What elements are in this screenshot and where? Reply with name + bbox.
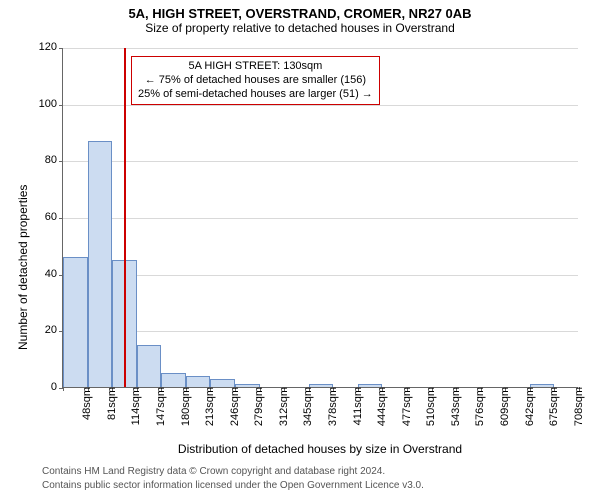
xtick-label: 48sqm xyxy=(79,387,93,420)
y-axis-title: Number of detached properties xyxy=(16,185,30,350)
xtick-mark xyxy=(63,387,64,391)
ytick-label: 120 xyxy=(39,41,63,53)
xtick-label: 543sqm xyxy=(448,387,462,426)
xtick-label: 411sqm xyxy=(350,387,364,425)
xtick-label: 642sqm xyxy=(522,387,536,426)
xtick-label: 279sqm xyxy=(251,387,265,426)
footer-line-1: Contains HM Land Registry data © Crown c… xyxy=(42,466,385,477)
histogram-bar xyxy=(88,141,113,388)
xtick-label: 345sqm xyxy=(300,387,314,426)
gridline xyxy=(63,161,578,162)
xtick-label: 675sqm xyxy=(546,387,560,426)
ytick-label: 60 xyxy=(45,211,63,223)
xtick-label: 213sqm xyxy=(202,387,216,426)
ytick-label: 0 xyxy=(51,381,63,393)
ytick-label: 20 xyxy=(45,324,63,336)
annotation-line: 5A HIGH STREET: 130sqm xyxy=(138,60,373,74)
chart-subtitle: Size of property relative to detached ho… xyxy=(0,21,600,35)
histogram-bar xyxy=(161,373,186,387)
marker-line xyxy=(124,48,126,387)
ytick-label: 100 xyxy=(39,98,63,110)
xtick-label: 510sqm xyxy=(423,387,437,426)
plot-area: 02040608010012048sqm81sqm114sqm147sqm180… xyxy=(62,48,578,388)
annotation-line: 25% of semi-detached houses are larger (… xyxy=(138,88,373,102)
xtick-label: 708sqm xyxy=(571,387,585,426)
xtick-label: 477sqm xyxy=(399,387,413,426)
histogram-bar xyxy=(137,345,162,388)
xtick-label: 609sqm xyxy=(497,387,511,426)
xtick-label: 378sqm xyxy=(325,387,339,426)
xtick-label: 246sqm xyxy=(227,387,241,426)
footer-line-2: Contains public sector information licen… xyxy=(42,480,424,491)
xtick-label: 114sqm xyxy=(128,387,142,425)
histogram-bar xyxy=(63,257,88,387)
ytick-label: 80 xyxy=(45,154,63,166)
annotation-box: 5A HIGH STREET: 130sqm← 75% of detached … xyxy=(131,56,380,105)
xtick-label: 312sqm xyxy=(276,387,290,426)
chart-title: 5A, HIGH STREET, OVERSTRAND, CROMER, NR2… xyxy=(0,0,600,21)
xtick-label: 147sqm xyxy=(153,387,167,426)
xtick-label: 576sqm xyxy=(472,387,486,426)
gridline xyxy=(63,48,578,49)
gridline xyxy=(63,331,578,332)
annotation-line: ← 75% of detached houses are smaller (15… xyxy=(138,74,373,88)
xtick-label: 81sqm xyxy=(104,387,118,420)
histogram-bar xyxy=(186,376,211,387)
xtick-label: 180sqm xyxy=(178,387,192,426)
xtick-label: 444sqm xyxy=(374,387,388,426)
histogram-bar xyxy=(210,379,235,388)
x-axis-title: Distribution of detached houses by size … xyxy=(62,442,578,456)
gridline xyxy=(63,218,578,219)
gridline xyxy=(63,275,578,276)
ytick-label: 40 xyxy=(45,268,63,280)
